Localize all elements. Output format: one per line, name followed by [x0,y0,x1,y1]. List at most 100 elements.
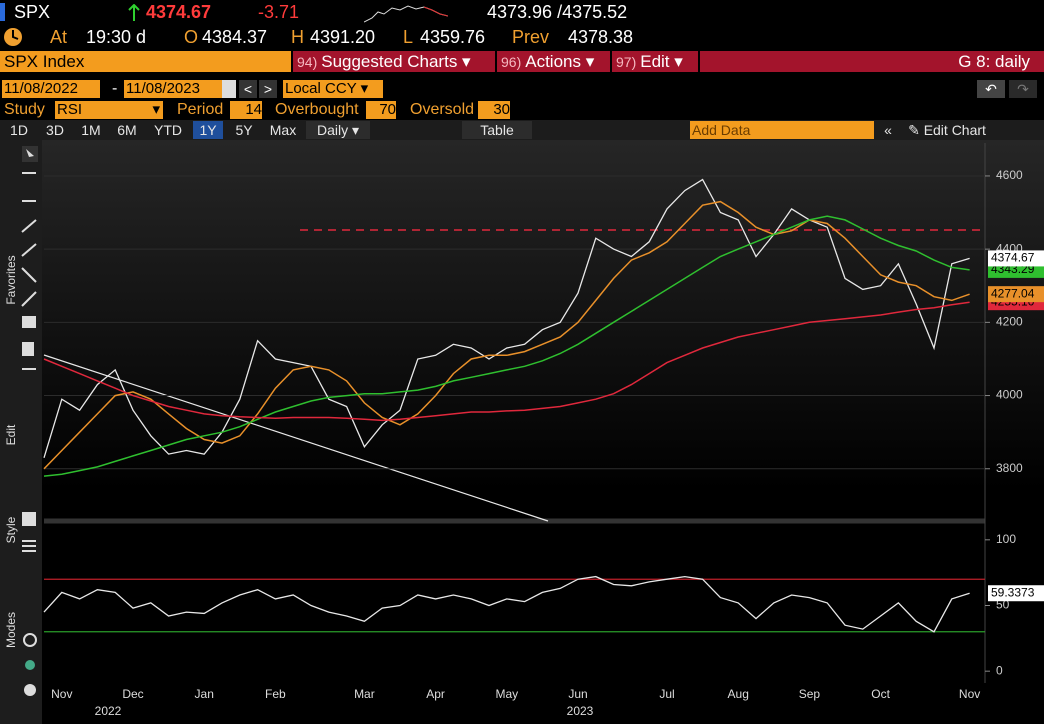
open: 4384.37 [202,27,268,47]
value-label: 4374.67 [991,251,1035,265]
high: 4391.20 [310,27,376,47]
prev-label: Prev [512,27,550,47]
menu[interactable]: 96) Actions ▾ [497,51,610,72]
frequency[interactable]: Daily ▾ [306,121,370,139]
y-tick-label: 100 [996,532,1016,546]
y-tick-label: 3800 [996,461,1023,475]
menu-key: 97) [616,54,637,70]
prev: 4378.38 [568,27,634,47]
x-tick-label: Dec [122,687,143,701]
series-line [43,178,970,458]
side-label: Edit [4,424,18,445]
period-label: Period [177,101,224,118]
series-line [43,215,970,477]
add-data[interactable]: Add Data [690,121,874,139]
period[interactable]: 14 [230,101,262,119]
range-button[interactable]: 1Y [193,121,223,139]
oversold-label: Oversold [410,101,475,118]
x-tick-label: Feb [265,687,286,701]
sparkline [364,5,448,23]
menu-key: 96) [501,54,522,70]
sidebar-icons [21,146,38,696]
x-tick-label: Nov [51,687,72,701]
x-tick-label: Apr [426,687,445,701]
y-tick-label: 4200 [996,315,1023,329]
value-label-box [988,286,1044,303]
trend-line [43,354,549,522]
low: 4359.76 [420,27,486,47]
page: G 8: daily [958,52,1030,71]
series-line [43,575,970,633]
start-date[interactable]: 11/08/2022 [2,80,100,98]
study[interactable]: RSI ▾ [55,101,163,119]
page-bar: G 8: daily [700,51,1044,72]
x-tick-label: Mar [354,687,375,701]
calendar-icon[interactable] [222,80,236,98]
side-label: Favorites [4,255,18,304]
overbought[interactable]: 70 [366,101,396,119]
series-line [43,200,970,470]
change: -3.71 [258,2,300,22]
security[interactable]: SPX Index [0,51,291,72]
overbought-label: Overbought [275,101,359,118]
side-label: Modes [4,612,18,648]
oversold[interactable]: 30 [478,101,510,119]
high-label: H [291,27,304,47]
x-tick-label: May [495,687,518,701]
currency-label: Local CCY [285,80,357,97]
y-tick-label: 4600 [996,168,1023,182]
series-line [43,301,970,422]
frequency-label: Daily [316,122,349,138]
low-label: L [403,27,414,47]
collapse[interactable]: « [884,122,892,138]
time: 19:30 d [86,27,147,47]
x-tick-label: Jun [568,687,587,701]
y-tick-label: 4000 [996,388,1023,402]
menu-label: Actions [525,52,581,71]
x-tick-label: Jan [195,687,214,701]
open-label: O [184,27,199,47]
redo[interactable]: ↷ [1009,80,1037,98]
x-tick-label: Nov [959,687,980,701]
side-label: Style [4,516,18,543]
x-group-label: 2023 [567,704,594,718]
range-button[interactable]: 3D [46,122,64,138]
chart-area [0,140,1044,724]
edit-chart-label: Edit Chart [923,122,986,138]
sidebar [0,140,42,724]
side-labels: Favorites Edit Style Modes [4,255,18,648]
edit-chart[interactable]: ✎ Edit Chart [908,122,986,138]
range-button[interactable]: 5Y [235,122,253,138]
ticker: SPX [14,2,51,22]
study-label: Study [4,101,45,118]
currency[interactable]: Local CCY ▾ [283,80,383,98]
range-button[interactable]: 1M [81,122,101,138]
time-label: At [50,27,68,47]
last-price: 4374.67 [146,2,212,22]
end-date[interactable]: 11/08/2023 [124,80,224,98]
x-tick-label: Sep [799,687,821,701]
undo[interactable]: ↶ [977,80,1005,98]
menu-key: 94) [297,54,318,70]
x-group-label: 2022 [95,704,122,718]
range-button[interactable]: YTD [154,122,182,138]
bid-ask: 4373.96 /4375.52 [487,2,628,22]
menu-label: Edit [640,52,670,71]
date-dash: - [112,80,118,97]
prev-button[interactable]: < [239,80,257,98]
menu-label: Suggested Charts [321,52,458,71]
x-tick-label: Aug [728,687,749,701]
x-tick-label: Jul [659,687,674,701]
range-button[interactable]: 1D [10,122,28,138]
menu[interactable]: 94) Suggested Charts ▾ [293,51,495,72]
table-button[interactable]: Table [462,121,532,139]
range-button[interactable]: Max [269,122,297,138]
marker [0,3,5,21]
x-tick-label: Oct [871,687,890,701]
up-arrow [128,4,140,21]
range-button[interactable]: 6M [117,122,137,138]
next-button[interactable]: > [259,80,277,98]
value-label-box [988,250,1044,267]
menu[interactable]: 97) Edit ▾ [612,51,698,72]
